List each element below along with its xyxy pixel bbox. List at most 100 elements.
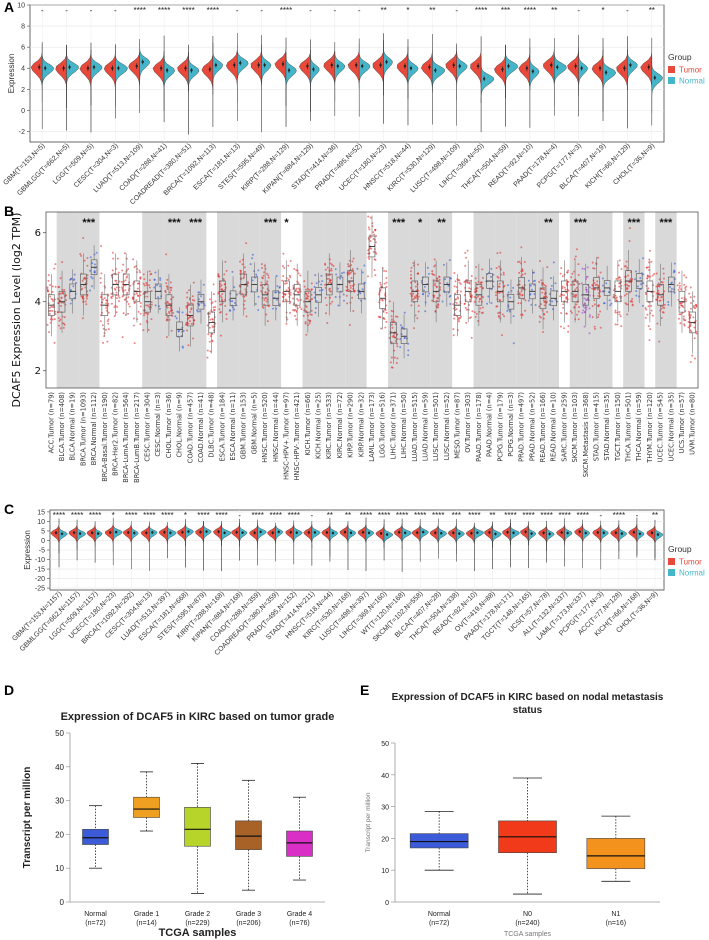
normal-median-point [507,64,510,68]
jitter-point [243,266,246,269]
jitter-point [170,286,173,289]
jitter-point [454,292,457,295]
jitter-point [626,313,629,316]
jitter-point [89,289,92,292]
normal-median-point [223,531,226,535]
x-category-label: N1 [611,911,620,918]
shaded-pair-band [623,212,645,388]
significance-label: **** [143,511,155,520]
tumor-median-point [650,531,654,535]
legend-label-tumor: Tumor [679,558,702,567]
jitter-point [585,291,588,294]
jitter-point [294,308,297,311]
jitter-point [433,258,436,261]
jitter-point [73,273,76,276]
jitter-point [614,323,617,326]
normal-violin-half [237,44,249,103]
jitter-point [660,307,663,310]
jitter-point [121,269,124,272]
jitter-point [668,286,671,289]
jitter-point [639,283,642,286]
tumor-median-point [159,67,163,70]
jitter-point [188,289,191,292]
normal-violin-half [261,44,272,86]
jitter-point [476,287,479,290]
normal-violin-half [432,50,445,93]
jitter-point [628,227,631,230]
jitter-point [139,277,142,280]
jitter-point [352,310,355,313]
x-tick-label: PCPG.Normal (n=3) [507,392,515,457]
jitter-point [506,284,509,287]
jitter-point [148,284,151,287]
jitter-point [50,315,53,318]
jitter-point [693,307,696,310]
jitter-point [540,279,543,282]
jitter-point [636,285,639,288]
jitter-point [73,278,76,281]
jitter-point [500,334,503,337]
jitter-point [186,301,189,304]
jitter-point [75,281,78,284]
jitter-point [59,292,62,295]
jitter-point [198,291,201,294]
jitter-point [214,300,217,303]
jitter-point [468,282,471,285]
jitter-point [158,307,161,310]
jitter-point [508,310,511,313]
jitter-point [518,260,521,263]
significance-label: **** [134,6,146,15]
normal-median-point [187,530,190,533]
jitter-point [625,303,628,306]
x-tick-label: BRCA.Normal (n=112) [90,392,98,465]
jitter-point [102,341,105,344]
legend-label-tumor: Tumor [679,66,702,75]
tumor-median-point [90,531,94,535]
jitter-point [282,275,285,278]
jitter-point [382,316,385,319]
jitter-point [680,288,683,291]
jitter-point [135,292,138,295]
jitter-point [560,267,563,270]
jitter-point [485,302,488,305]
jitter-point [479,307,482,310]
normal-median-point [312,68,315,71]
jitter-point [302,314,305,317]
jitter-point [566,271,569,274]
jitter-point [631,300,634,303]
x-tick-label: PRAD.Normal (n=52) [528,392,536,461]
jitter-point [257,295,260,298]
jitter-point [680,304,683,307]
jitter-point [214,306,217,309]
jitter-point [60,296,63,299]
jitter-point [90,275,93,278]
jitter-point [390,356,393,359]
jitter-point [644,316,647,319]
jitter-point [498,298,501,301]
x-tick-label: UVM.Tumor (n=80) [689,392,697,455]
normal-median-point [259,530,262,534]
jitter-point [628,239,631,242]
normal-violin-half [358,43,371,89]
box-iqr [409,833,469,849]
jitter-point [399,324,402,327]
jitter-point [543,304,546,307]
jitter-point [129,284,132,287]
jitter-point [123,298,126,301]
jitter-point [648,339,651,342]
jitter-point [50,305,53,308]
normal-violin-half [311,523,321,549]
jitter-point [520,246,523,249]
jitter-point [63,316,66,319]
x-category-label: Normal [84,911,107,918]
jitter-point [56,297,59,300]
normal-median-point [385,60,388,64]
jitter-point [583,302,586,305]
jitter-point [532,271,535,274]
jitter-point [597,305,600,308]
x-axis-title: TCGA samples [159,927,237,939]
jitter-point [243,307,246,310]
tumor-violin-half [86,521,96,564]
jitter-point [644,307,647,310]
